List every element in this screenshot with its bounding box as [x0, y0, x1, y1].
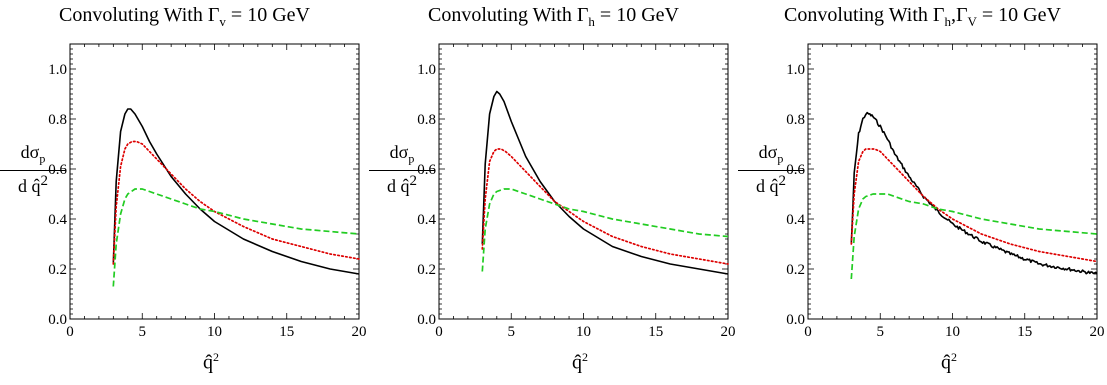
x-tick-label: 10: [207, 324, 222, 340]
y-tick-label: 0.8: [417, 112, 436, 128]
y-tick-label: 0.0: [786, 312, 805, 328]
x-tick-label: 5: [139, 324, 147, 340]
chart-title: Convoluting With Γv = 10 GeV: [0, 4, 369, 30]
y-label-num-sub: p: [777, 151, 784, 166]
y-tick-label: 0.0: [417, 312, 436, 328]
x-tick-label: 15: [648, 324, 663, 340]
plot-frame: [69, 43, 360, 320]
y-label-num-sub: p: [408, 151, 415, 166]
title-subscript-2: V: [967, 14, 977, 29]
series-line-dotted: [112, 140, 360, 265]
y-tick-label: 0.6: [786, 162, 805, 178]
y-label-den-sup: 2: [409, 172, 418, 189]
y-label-den-text: d q̂: [756, 175, 779, 196]
series-line-dashed: [850, 193, 1098, 280]
y-label-den-sup: 2: [778, 172, 787, 189]
y-label-denominator: d q̂2: [0, 171, 66, 197]
title-mid: ,Γ: [950, 4, 968, 26]
x-axis-label: q̂2: [941, 350, 957, 375]
x-label-sup: 2: [951, 350, 957, 364]
x-tick-label: 15: [1017, 324, 1032, 340]
y-tick-label: 0.4: [48, 212, 67, 228]
series-line-dashed: [481, 188, 729, 272]
y-label-num-sub: p: [39, 151, 46, 166]
title-text: Convoluting With Γ: [59, 4, 220, 26]
x-tick-label: 10: [945, 324, 960, 340]
plot-area: 0 5 10 15 20 0.0 0.2 0.4 0.6 0.8 1.0: [48, 43, 367, 340]
x-tick-label: 10: [576, 324, 591, 340]
y-tick-label: 1.0: [786, 62, 805, 78]
y-label-numerator: dσp: [0, 142, 66, 171]
plot-frame: [438, 43, 729, 320]
y-label-denominator: d q̂2: [369, 171, 435, 197]
series-line-dashed: [112, 188, 360, 287]
plot-area: 0 5 10 15 20 0.0 0.2 0.4 0.6 0.8 1.0: [786, 43, 1105, 340]
y-label-den-sup: 2: [40, 172, 49, 189]
y-label-den-text: d q̂: [387, 175, 410, 196]
x-label-sup: 2: [582, 350, 588, 364]
x-tick-label: 20: [721, 324, 736, 340]
y-tick-label: 0.6: [48, 162, 67, 178]
y-tick-label: 0.2: [48, 262, 67, 278]
x-tick-label: 5: [877, 324, 885, 340]
y-tick-label: 0.2: [786, 262, 805, 278]
y-tick-label: 0.6: [417, 162, 436, 178]
y-tick-label: 1.0: [48, 62, 67, 78]
x-label-text: q̂: [203, 351, 213, 374]
plot-area: 0 5 10 15 20 0.0 0.2 0.4 0.6 0.8 1.0: [417, 43, 736, 340]
y-axis-label: dσp d q̂2: [369, 142, 435, 197]
x-tick-label: 0: [66, 324, 74, 340]
x-tick-label: 5: [508, 324, 516, 340]
title-text: Convoluting With Γ: [784, 4, 945, 26]
y-label-den-text: d q̂: [18, 175, 41, 196]
chart-title: Convoluting With Γh = 10 GeV: [369, 4, 738, 30]
x-axis-label: q̂2: [572, 350, 588, 375]
y-tick-label: 0.8: [786, 112, 805, 128]
title-subscript: h: [944, 14, 951, 29]
chart-panel-3: Convoluting With Γh,ΓV = 10 GeV dσp d q̂…: [738, 0, 1107, 385]
y-axis-label: dσp d q̂2: [0, 142, 66, 197]
title-suffix: = 10 GeV: [594, 4, 679, 26]
x-tick-label: 20: [352, 324, 367, 340]
x-label-sup: 2: [213, 350, 219, 364]
y-tick-label: 1.0: [417, 62, 436, 78]
series-line-dotted: [481, 148, 729, 265]
title-suffix: = 10 GeV: [976, 4, 1061, 26]
chart-title: Convoluting With Γh,ΓV = 10 GeV: [738, 4, 1107, 30]
chart-panel-1: Convoluting With Γv = 10 GeV dσp d q̂2 q…: [0, 0, 369, 385]
y-label-denominator: d q̂2: [738, 171, 804, 197]
title-subscript: v: [219, 14, 226, 29]
y-tick-label: 0.0: [48, 312, 67, 328]
y-tick-label: 0.4: [786, 212, 805, 228]
y-tick-label: 0.2: [417, 262, 436, 278]
title-suffix: = 10 GeV: [225, 4, 310, 26]
x-tick-label: 0: [804, 324, 812, 340]
x-tick-label: 15: [279, 324, 294, 340]
title-subscript: h: [588, 14, 595, 29]
series-line-solid: [481, 90, 729, 275]
x-axis-label: q̂2: [203, 350, 219, 375]
y-label-num-text: dσ: [758, 142, 778, 162]
x-label-text: q̂: [572, 351, 582, 374]
x-tick-label: 20: [1090, 324, 1105, 340]
y-label-numerator: dσp: [738, 142, 804, 171]
y-label-numerator: dσp: [369, 142, 435, 171]
chart-panel-2: Convoluting With Γh = 10 GeV dσp d q̂2 q…: [369, 0, 738, 385]
x-label-text: q̂: [941, 351, 951, 374]
y-label-num-text: dσ: [20, 142, 40, 162]
series-line-dotted: [850, 148, 1098, 263]
title-text: Convoluting With Γ: [428, 4, 589, 26]
x-tick-label: 0: [435, 324, 443, 340]
y-axis-label: dσp d q̂2: [738, 142, 804, 197]
y-tick-label: 0.4: [417, 212, 436, 228]
series-line-solid: [850, 111, 1098, 275]
y-label-num-text: dσ: [389, 142, 409, 162]
y-tick-label: 0.8: [48, 112, 67, 128]
series-line-solid: [112, 108, 360, 275]
